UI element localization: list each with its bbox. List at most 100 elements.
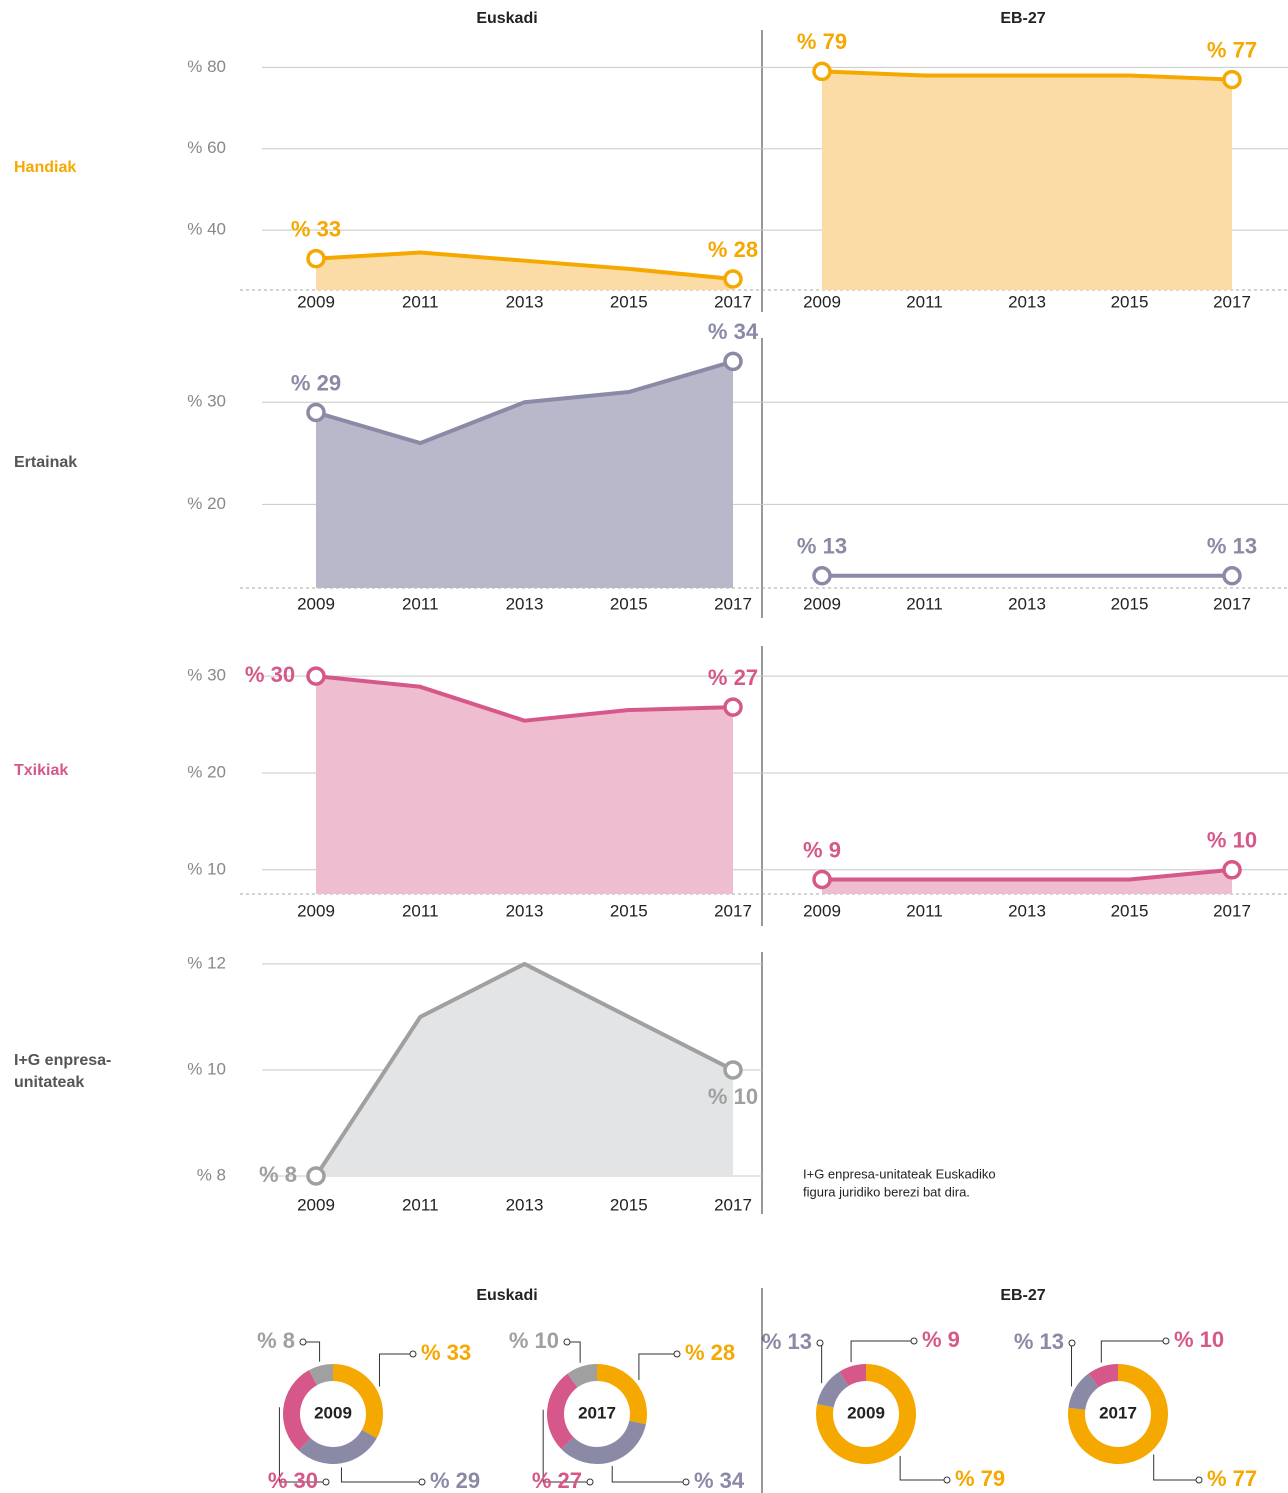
donut-title: 2009 xyxy=(314,1403,352,1422)
line xyxy=(315,674,734,723)
x-tick-label: 2017 xyxy=(1213,901,1251,920)
data-label: % 13 xyxy=(1207,534,1257,559)
note: I+G enpresa-unitateak Euskadiko xyxy=(803,1166,996,1181)
leader-dot xyxy=(299,1338,307,1346)
donut-segment xyxy=(298,1429,377,1464)
line xyxy=(315,359,734,446)
donut-segment xyxy=(1068,1373,1099,1410)
data-label: % 10 xyxy=(1207,828,1257,853)
data-label: % 77 xyxy=(1207,37,1257,62)
leader-line xyxy=(567,1341,581,1363)
x-tick-label: 2009 xyxy=(803,594,841,613)
y-tick-label: % 8 xyxy=(197,1165,226,1184)
x-tick-label: 2013 xyxy=(506,1195,544,1214)
point xyxy=(812,61,832,82)
leader-line xyxy=(611,1465,686,1483)
x-tick-label: 2017 xyxy=(714,292,752,311)
donut-segment xyxy=(333,1364,383,1439)
leader-dot xyxy=(1195,1476,1203,1484)
x-tick-label: 2013 xyxy=(506,594,544,613)
leader-dot xyxy=(1162,1337,1170,1345)
y-tick-label: % 60 xyxy=(187,138,226,157)
data-label: % 34 xyxy=(708,319,759,344)
x-tick-label: 2011 xyxy=(906,292,943,311)
column-title: EB-27 xyxy=(1000,10,1045,27)
leader-dot xyxy=(682,1478,690,1486)
data-label: % 29 xyxy=(291,370,341,395)
data-label: % 13 xyxy=(1014,1329,1064,1354)
point xyxy=(1222,69,1242,90)
point xyxy=(1222,860,1242,880)
donut-segment xyxy=(567,1364,597,1388)
x-tick-label: 2017 xyxy=(714,901,752,920)
data-label: % 29 xyxy=(430,1468,480,1493)
donut-title: 2017 xyxy=(1099,1403,1137,1422)
donut-segment xyxy=(308,1364,333,1386)
column-title: EB-27 xyxy=(1000,1287,1045,1304)
leader-dot xyxy=(943,1476,951,1484)
x-tick-label: 2015 xyxy=(1111,292,1149,311)
x-tick-label: 2009 xyxy=(803,292,841,311)
x-tick-label: 2011 xyxy=(402,292,439,311)
line xyxy=(314,961,734,1178)
area xyxy=(822,869,1232,894)
x-tick-label: 2015 xyxy=(610,901,648,920)
donut-segment xyxy=(815,1364,916,1464)
x-tick-label: 2017 xyxy=(1213,292,1251,311)
data-label: % 8 xyxy=(259,1162,297,1187)
column-title: Euskadi xyxy=(476,10,537,27)
area xyxy=(316,252,733,290)
y-tick-label: % 20 xyxy=(187,762,226,781)
leader-line xyxy=(820,1342,823,1384)
data-label: % 79 xyxy=(797,29,847,54)
leader-dot xyxy=(409,1350,417,1358)
data-label: % 27 xyxy=(532,1468,582,1493)
leader-dot xyxy=(1068,1339,1076,1347)
data-label: % 13 xyxy=(762,1329,812,1354)
y-tick-label: % 12 xyxy=(187,953,226,972)
point xyxy=(306,666,326,686)
x-tick-label: 2013 xyxy=(506,901,544,920)
x-tick-label: 2015 xyxy=(610,594,648,613)
leader-line xyxy=(850,1340,914,1363)
leader-line xyxy=(1100,1340,1166,1363)
y-tick-label: % 10 xyxy=(187,859,226,878)
x-tick-label: 2015 xyxy=(610,292,648,311)
y-tick-label: % 40 xyxy=(187,220,226,239)
donut-segment xyxy=(283,1370,318,1451)
x-tick-label: 2013 xyxy=(1008,594,1046,613)
point xyxy=(812,869,832,890)
donut-segment xyxy=(597,1364,647,1425)
x-tick-label: 2009 xyxy=(297,292,335,311)
data-label: % 10 xyxy=(708,1084,758,1109)
leader-line xyxy=(1153,1454,1199,1481)
point xyxy=(723,351,743,372)
data-label: % 33 xyxy=(421,1340,471,1365)
x-tick-label: 2009 xyxy=(297,901,335,920)
donut-segment xyxy=(817,1371,849,1408)
data-label: % 33 xyxy=(291,216,341,241)
leader-line xyxy=(542,1409,590,1483)
leader-dot xyxy=(563,1338,571,1346)
x-tick-label: 2009 xyxy=(803,901,841,920)
leader-dot xyxy=(673,1350,681,1358)
point xyxy=(723,1060,743,1080)
column-title: Euskadi xyxy=(476,1287,537,1304)
row-label: Handiak xyxy=(14,158,77,176)
x-tick-label: 2011 xyxy=(402,594,439,613)
line xyxy=(821,69,1233,82)
donut-title: 2009 xyxy=(847,1403,885,1422)
leader-dot xyxy=(418,1478,426,1486)
point xyxy=(812,566,832,586)
point xyxy=(723,697,743,717)
leader-dot xyxy=(816,1339,824,1347)
x-tick-label: 2015 xyxy=(1111,901,1149,920)
data-label: % 34 xyxy=(694,1468,745,1493)
x-tick-label: 2013 xyxy=(1008,292,1046,311)
point xyxy=(723,269,743,289)
note: figura juridiko berezi bat dira. xyxy=(803,1184,970,1199)
leader-line xyxy=(340,1467,422,1483)
data-label: % 13 xyxy=(797,534,847,559)
